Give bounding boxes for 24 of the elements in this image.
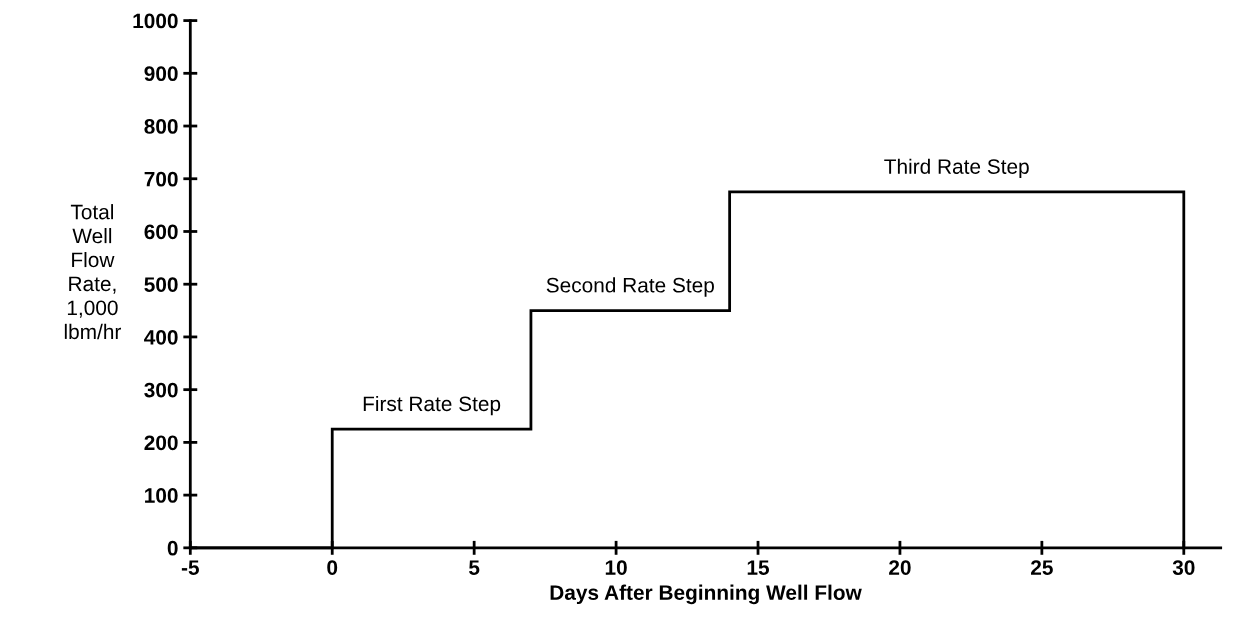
y-tick-label: 800	[144, 119, 178, 134]
x-tick-label: 25	[1031, 560, 1053, 575]
y-tick-label: 500	[144, 277, 178, 292]
y-tick-label: 100	[145, 488, 178, 503]
y-tick-label: 300	[144, 382, 178, 398]
x-tick-label: -5	[181, 560, 199, 575]
y-tick-label: 900	[144, 66, 178, 82]
x-tick-label: 15	[747, 560, 770, 575]
y-tick-label: 0	[167, 540, 178, 556]
y-tick-label: 200	[144, 435, 178, 451]
x-tick-label: 10	[605, 560, 627, 575]
x-axis-title: Days After Beginning Well Flow	[550, 584, 862, 605]
annotation: Second Rate Step	[546, 277, 714, 297]
y-tick-label: 700	[144, 171, 178, 187]
x-tick-label: 30	[1172, 560, 1195, 575]
x-tick-label: 5	[469, 560, 480, 575]
annotation: Third Rate Step	[884, 158, 1029, 179]
y-tick-label: 600	[144, 224, 178, 240]
x-tick-label: 0	[327, 560, 338, 575]
x-tick-label: 20	[889, 560, 911, 575]
y-tick-label: 1000	[133, 13, 178, 29]
annotation: First Rate Step	[363, 395, 501, 416]
y-tick-label: 400	[144, 329, 178, 345]
y-axis-title: Total Well Flow Rate, 1,000 lbm/hr	[64, 204, 122, 340]
